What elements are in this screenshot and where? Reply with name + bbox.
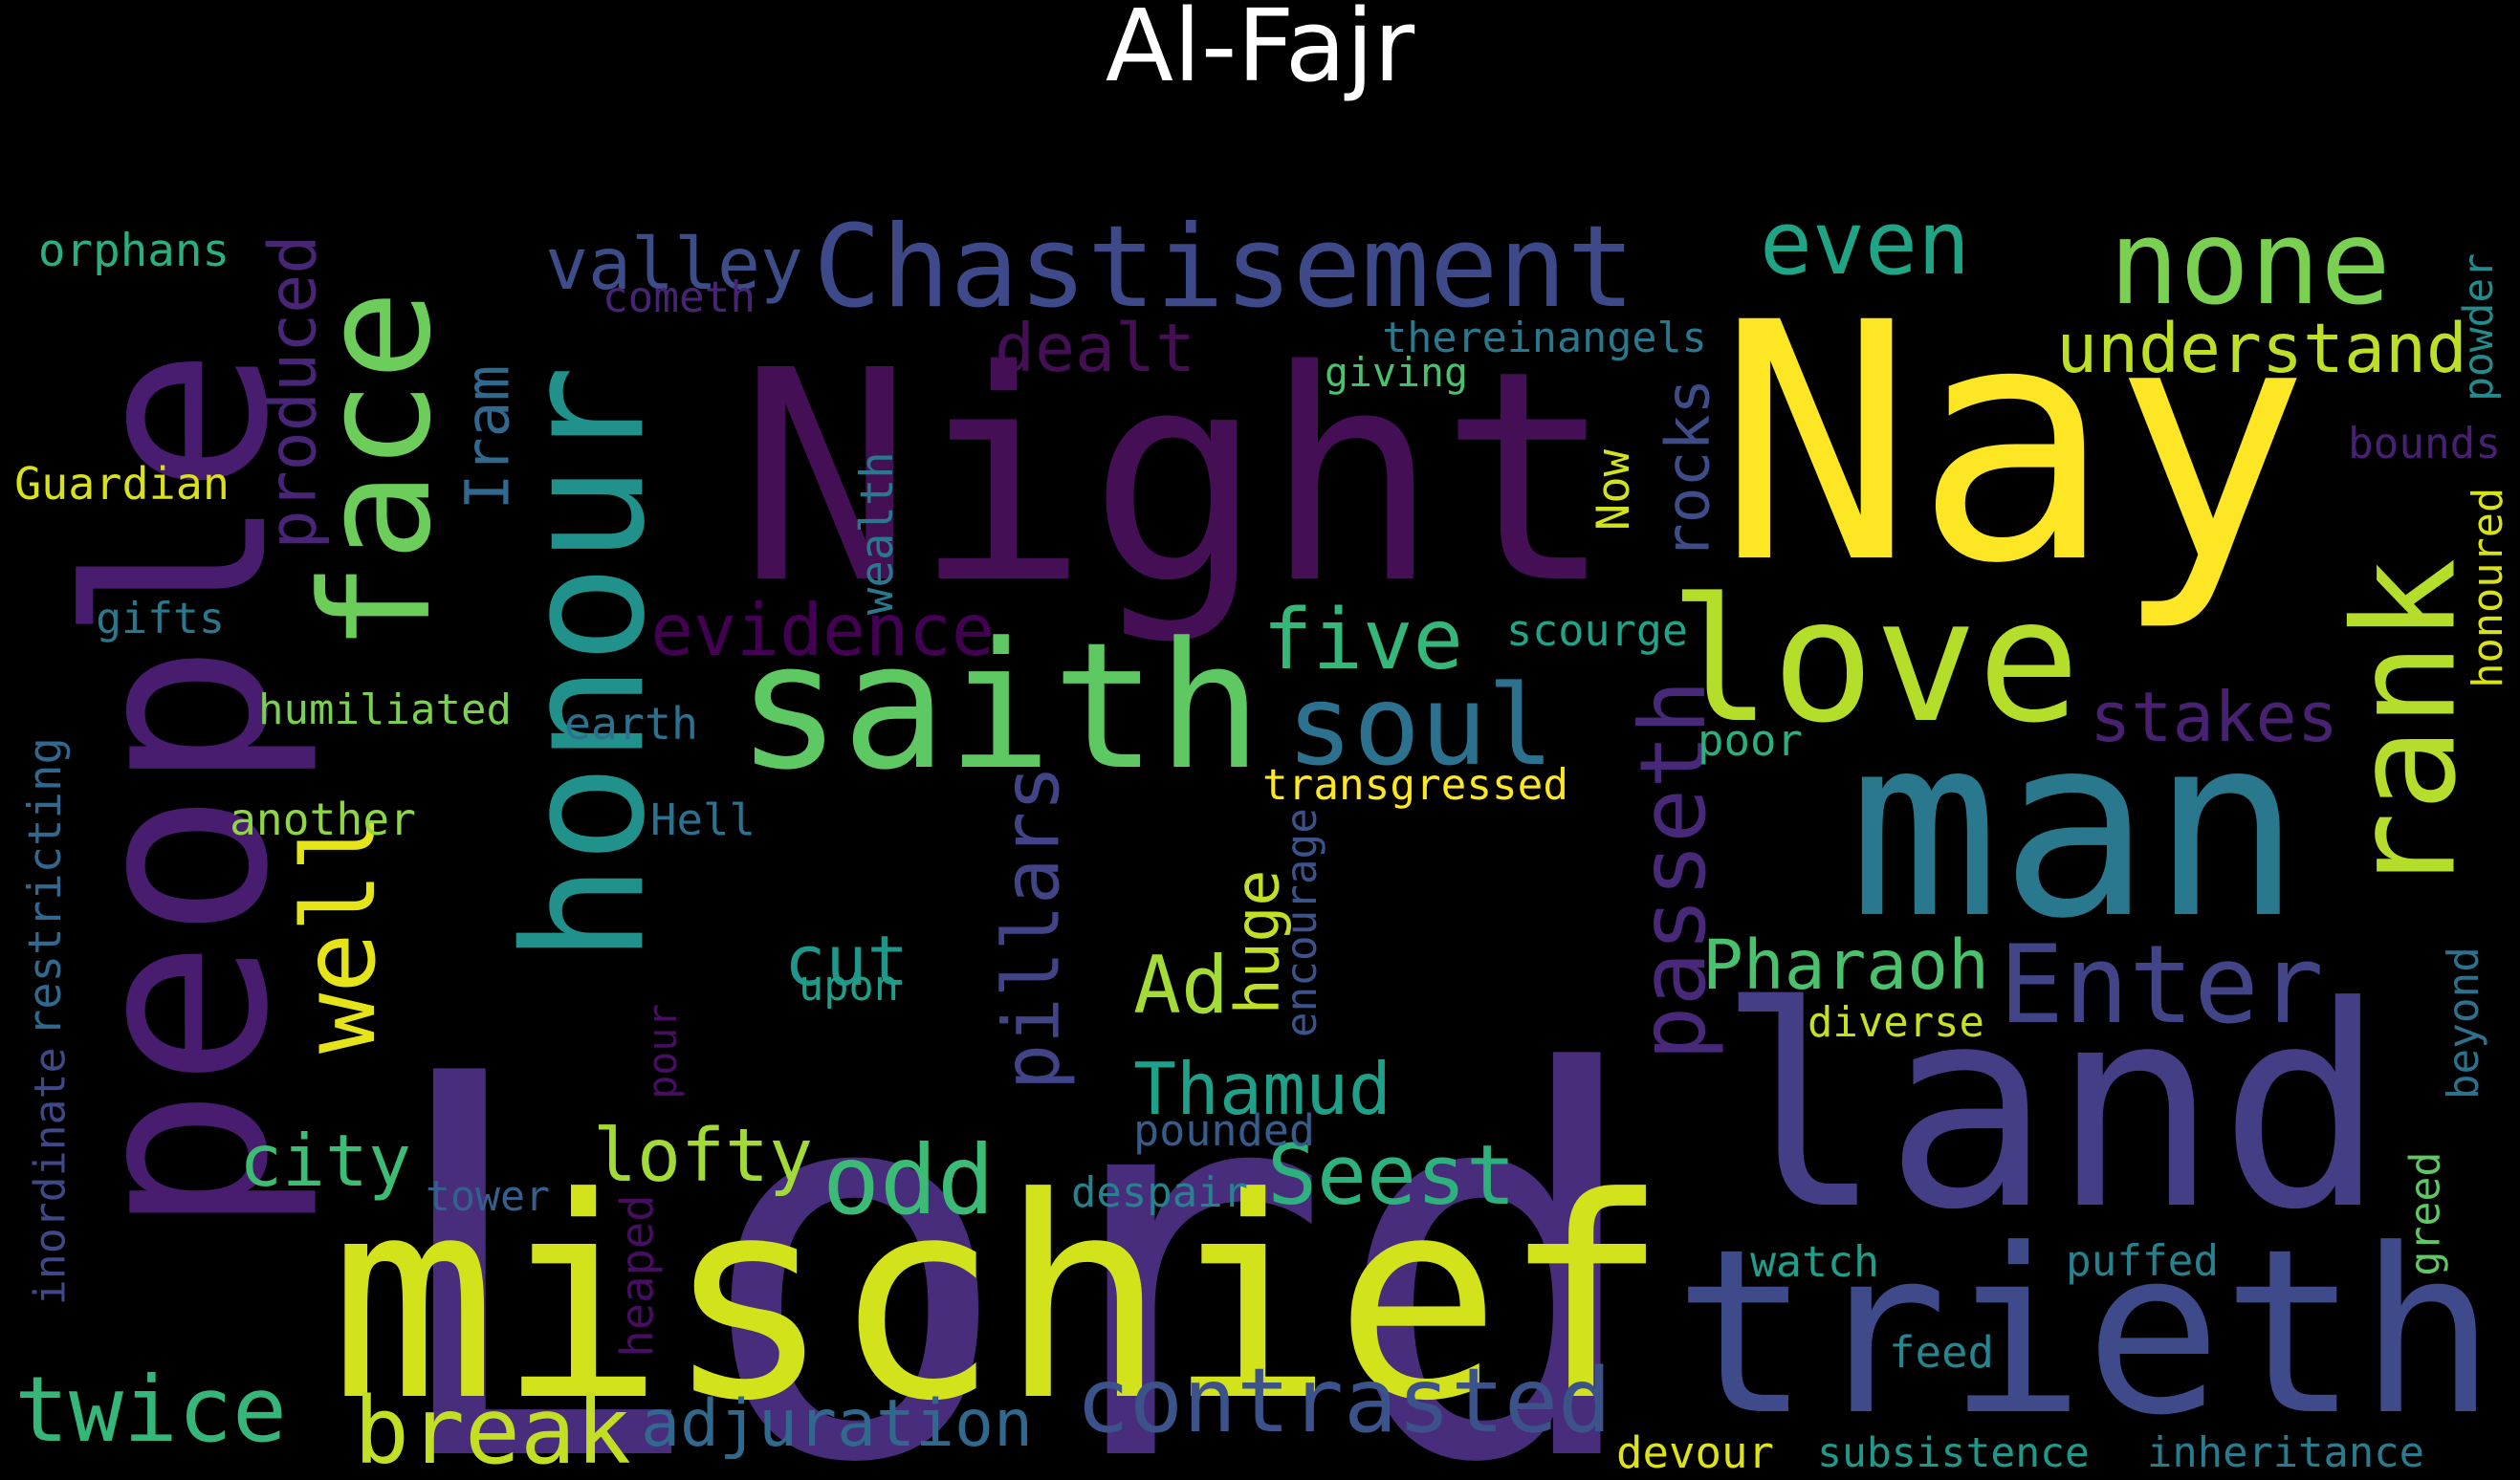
word-honoured: honoured xyxy=(2464,488,2512,688)
word-city: city xyxy=(239,1119,411,1203)
word-puffed: puffed xyxy=(2065,1236,2219,1286)
word-trieth: trieth xyxy=(1673,1200,2497,1466)
word-tower: tower xyxy=(425,1172,550,1221)
word-understand: understand xyxy=(2056,309,2467,389)
word-cometh: cometh xyxy=(602,273,756,323)
word-wealth: wealth xyxy=(850,451,904,615)
word-chastisement: Chastisement xyxy=(813,201,1635,334)
word-valley: valley xyxy=(545,223,803,307)
word-beyond: beyond xyxy=(2440,946,2489,1099)
word-break: break xyxy=(354,1378,631,1480)
word-inordinate: inordinate xyxy=(24,1047,76,1305)
word-restricting: restricting xyxy=(18,736,72,1037)
word-guardian: Guardian xyxy=(14,459,230,511)
word-soul: soul xyxy=(1285,661,1555,791)
word-contrasted: contrasted xyxy=(1076,1348,1611,1452)
word-rocks: rocks xyxy=(1653,378,1723,559)
word-enter: Enter xyxy=(1999,921,2324,1048)
word-evidence: evidence xyxy=(650,588,995,672)
word-powder: powder xyxy=(2455,253,2504,402)
word-gifts: gifts xyxy=(96,593,225,644)
word-man: man xyxy=(1848,680,2303,973)
word-pharaoh: Pharaoh xyxy=(1701,925,1989,1006)
word-cut: cut xyxy=(783,921,909,1001)
word-nay: Nay xyxy=(1716,252,2311,636)
word-odd: odd xyxy=(822,1124,996,1237)
word-upon: upon xyxy=(799,962,899,1011)
word-night: Night xyxy=(737,307,1615,647)
word-heaped: heaped xyxy=(611,1194,665,1359)
word-greed: greed xyxy=(2401,1151,2450,1276)
word-none: none xyxy=(2108,193,2391,331)
word-thereinangels: thereinangels xyxy=(1382,315,1707,363)
word-rank: rank xyxy=(2323,556,2487,897)
word-another: another xyxy=(229,794,417,846)
word-devour: devour xyxy=(1615,1427,1775,1479)
word-encourage: encourage xyxy=(1278,807,1327,1038)
word-earth: earth xyxy=(564,698,698,751)
word-land: land xyxy=(1716,946,2387,1271)
word-scourge: scourge xyxy=(1505,605,1689,657)
word-stakes: stakes xyxy=(2089,677,2339,757)
word-lofty: lofty xyxy=(593,1113,813,1199)
word-transgressed: transgressed xyxy=(1261,761,1569,811)
word-pour: pour xyxy=(638,1004,686,1099)
word-honour: honour xyxy=(488,364,682,964)
word-subsistence: subsistence xyxy=(1817,1428,2090,1477)
word-humiliated: humiliated xyxy=(258,685,512,734)
word-giving: giving xyxy=(1325,349,1468,397)
chart-title: Al-Fajr xyxy=(1105,0,1415,104)
word-twice: twice xyxy=(13,1357,288,1463)
word-thamud: Thamud xyxy=(1133,1047,1391,1131)
word-poor: poor xyxy=(1697,715,1804,767)
word-watch: watch xyxy=(1750,1235,1879,1287)
word-mischief: mischief xyxy=(329,1137,1670,1462)
word-five: five xyxy=(1262,591,1463,689)
word-pounded: pounded xyxy=(1132,1104,1316,1156)
word-produced: produced xyxy=(255,234,332,550)
word-ad: Ad xyxy=(1133,938,1229,1032)
word-love: love xyxy=(1668,562,2081,762)
word-diverse: diverse xyxy=(1808,998,1984,1048)
word-hell: Hell xyxy=(649,794,756,845)
word-lord: Lord xyxy=(377,963,1651,1480)
word-even: even xyxy=(1759,192,1971,295)
word-adjuration: adjuration xyxy=(641,1385,1033,1462)
word-well: well xyxy=(280,811,398,1054)
word-seest: Seest xyxy=(1266,1127,1517,1224)
word-despair: despair xyxy=(1071,1167,1248,1217)
word-pillars: pillars xyxy=(987,764,1078,1091)
word-feed: feed xyxy=(1888,1327,1995,1379)
word-bounds: bounds xyxy=(2347,419,2501,468)
word-iram: Iram xyxy=(452,364,523,511)
word-inheritance: inheritance xyxy=(2146,1428,2425,1478)
word-now: Now xyxy=(1587,448,1640,532)
word-saith: saith xyxy=(736,604,1262,809)
word-dealt: dealt xyxy=(994,310,1196,388)
word-orphans: orphans xyxy=(37,224,230,277)
